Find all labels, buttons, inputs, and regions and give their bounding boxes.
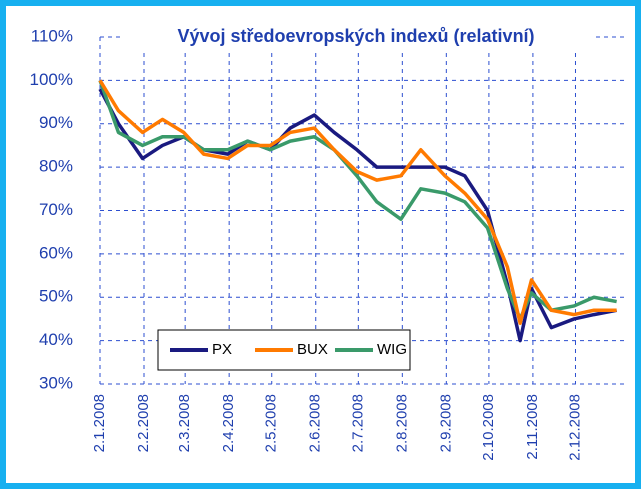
y-tick-label: 100% — [30, 70, 73, 89]
x-tick-label: 2.1.2008 — [91, 394, 108, 452]
y-tick-label: 70% — [39, 200, 73, 219]
x-tick-label: 2.10.2008 — [480, 394, 497, 461]
legend-label: PX — [212, 341, 232, 358]
legend-label: WIG — [377, 341, 407, 358]
y-tick-label: 50% — [39, 287, 73, 306]
x-tick-label: 2.11.2008 — [524, 394, 541, 460]
line-series — [98, 79, 617, 321]
x-tick-label: 2.9.2008 — [437, 394, 454, 452]
chart-title: Vývoj středoevropských indexů (relativní… — [177, 26, 534, 46]
x-tick-label: 2.6.2008 — [307, 394, 324, 452]
title-box — [120, 25, 592, 49]
y-tick-label: 80% — [39, 157, 73, 176]
x-tick-label: 2.4.2008 — [220, 394, 237, 452]
x-tick-label: 2.8.2008 — [393, 394, 410, 452]
y-tick-label: 60% — [39, 243, 73, 262]
y-tick-label: 40% — [39, 330, 73, 349]
y-tick-label: 110% — [31, 26, 73, 45]
y-tick-label: 30% — [39, 373, 73, 392]
x-tick-label: 2.12.2008 — [566, 394, 583, 461]
y-tick-label: 90% — [39, 113, 73, 132]
x-tick-label: 2.3.2008 — [176, 394, 193, 452]
x-tick-label: 2.2.2008 — [135, 394, 152, 452]
line-series — [98, 79, 617, 326]
legend-label: BUX — [297, 341, 328, 358]
x-tick-label: 2.7.2008 — [349, 394, 366, 452]
x-tick-label: 2.5.2008 — [263, 394, 280, 452]
